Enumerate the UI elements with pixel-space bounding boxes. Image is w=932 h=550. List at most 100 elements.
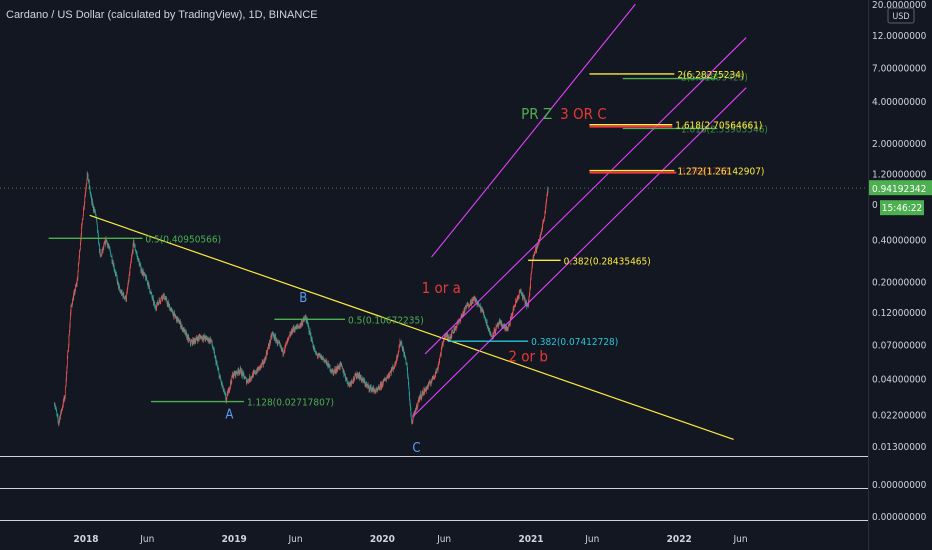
candle xyxy=(403,351,405,356)
channel-line xyxy=(431,3,636,258)
candle xyxy=(202,336,203,339)
candle xyxy=(65,386,67,388)
candle xyxy=(211,340,212,341)
candle xyxy=(510,318,512,320)
candle xyxy=(438,364,439,367)
candle xyxy=(258,368,259,371)
candle xyxy=(507,327,508,330)
candle xyxy=(320,355,322,359)
candle xyxy=(132,243,134,252)
candle xyxy=(176,316,178,322)
candle xyxy=(119,287,121,291)
candle xyxy=(211,343,213,347)
candle xyxy=(253,372,255,373)
candle xyxy=(440,353,442,355)
candle xyxy=(408,377,409,385)
candle xyxy=(432,377,434,379)
candle xyxy=(481,309,483,311)
bar-countdown: 15:46:22 xyxy=(882,203,922,214)
candle xyxy=(429,381,431,384)
candle xyxy=(344,373,346,376)
candle xyxy=(326,360,328,364)
candle xyxy=(357,373,358,375)
candle xyxy=(73,291,75,294)
candle xyxy=(403,348,404,352)
candle xyxy=(146,280,148,284)
candle xyxy=(401,347,403,350)
candle xyxy=(490,332,492,337)
candle xyxy=(327,363,328,367)
candle xyxy=(494,329,496,333)
candle xyxy=(451,330,453,337)
currency-badge xyxy=(887,7,915,24)
candle xyxy=(505,328,507,330)
candle xyxy=(363,380,365,383)
candle xyxy=(398,346,400,351)
candle xyxy=(150,291,152,293)
candle xyxy=(314,350,316,352)
candle xyxy=(194,340,196,343)
candle xyxy=(172,313,174,316)
candle xyxy=(187,336,189,337)
candle xyxy=(164,294,165,300)
candle xyxy=(279,343,281,344)
candle xyxy=(331,371,332,373)
candle xyxy=(394,362,396,367)
candle xyxy=(529,290,531,296)
candle xyxy=(546,193,548,196)
candle xyxy=(498,320,500,325)
candle xyxy=(287,340,288,342)
candle xyxy=(544,211,546,214)
candle xyxy=(170,309,172,310)
candle xyxy=(148,283,150,286)
candle xyxy=(442,340,444,344)
candle xyxy=(192,338,194,345)
candle xyxy=(440,348,442,355)
candle xyxy=(483,312,485,316)
candle xyxy=(358,375,359,377)
candle xyxy=(229,386,231,388)
candle xyxy=(89,186,91,188)
candle xyxy=(112,262,114,267)
candle xyxy=(212,348,214,350)
candle xyxy=(353,377,355,380)
candle xyxy=(347,381,348,383)
candle xyxy=(77,278,78,281)
candle xyxy=(392,366,393,369)
candle xyxy=(295,326,296,330)
candle xyxy=(414,410,416,412)
candle xyxy=(324,360,326,362)
candle xyxy=(287,337,289,340)
candle xyxy=(290,333,291,337)
candle xyxy=(472,297,474,300)
candle xyxy=(425,388,427,392)
candle xyxy=(189,340,191,344)
candle xyxy=(302,322,303,324)
candle xyxy=(474,298,475,299)
candle xyxy=(331,370,333,373)
candle xyxy=(239,370,241,373)
candle xyxy=(388,374,389,378)
candle xyxy=(501,322,503,327)
candle xyxy=(332,370,333,371)
candle xyxy=(220,380,222,384)
candle xyxy=(171,309,173,311)
candle xyxy=(545,206,546,212)
candle xyxy=(133,240,134,244)
candle xyxy=(338,365,340,369)
candle xyxy=(462,312,464,316)
candle xyxy=(236,372,237,374)
candle xyxy=(423,393,424,395)
candle xyxy=(518,291,520,296)
candle xyxy=(296,325,298,327)
candle xyxy=(496,325,498,326)
candle xyxy=(53,404,55,406)
candle xyxy=(67,351,69,353)
candle xyxy=(433,377,435,378)
candle xyxy=(130,260,132,264)
candle xyxy=(208,338,210,341)
candle xyxy=(78,262,80,265)
candle xyxy=(430,382,432,385)
candle xyxy=(302,321,304,324)
